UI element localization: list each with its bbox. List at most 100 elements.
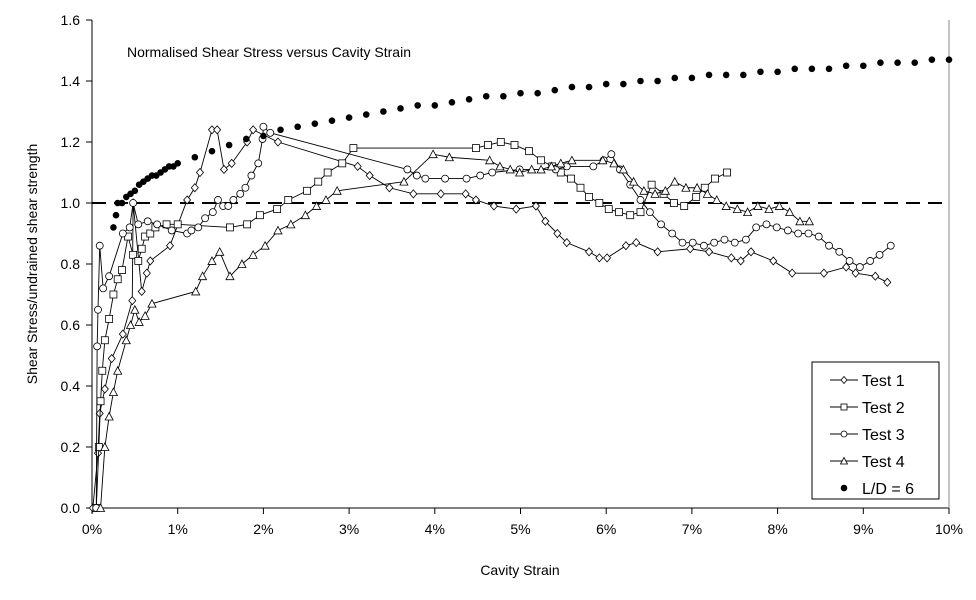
data-point bbox=[525, 147, 533, 156]
legend-item-5: L/D = 6 bbox=[840, 481, 914, 498]
data-point bbox=[871, 271, 880, 281]
data-point bbox=[208, 147, 216, 155]
data-point bbox=[692, 192, 701, 201]
data-point bbox=[277, 126, 284, 134]
data-point bbox=[476, 171, 485, 180]
data-point bbox=[167, 226, 176, 235]
data-point bbox=[311, 120, 319, 127]
data-point bbox=[131, 187, 139, 195]
data-point bbox=[254, 159, 263, 168]
data-point bbox=[241, 183, 250, 192]
data-point bbox=[284, 196, 293, 204]
data-point bbox=[190, 183, 199, 193]
data-point bbox=[753, 201, 763, 210]
data-point bbox=[736, 256, 745, 266]
data-point bbox=[229, 196, 238, 204]
data-point bbox=[108, 387, 119, 397]
data-point bbox=[118, 329, 127, 339]
y-tick-label: 1.4 bbox=[61, 73, 81, 89]
data-point bbox=[568, 83, 576, 91]
data-point bbox=[403, 165, 412, 174]
data-point bbox=[143, 217, 152, 226]
data-point bbox=[191, 153, 199, 161]
data-point bbox=[603, 253, 612, 263]
legend-label: Test 3 bbox=[862, 427, 905, 444]
x-tick-label: 4% bbox=[425, 521, 445, 537]
series-line bbox=[95, 125, 892, 509]
legend-label: Test 4 bbox=[862, 454, 905, 471]
y-tick-label: 1.2 bbox=[61, 134, 81, 150]
data-point bbox=[95, 503, 106, 512]
data-point bbox=[670, 199, 678, 207]
data-point bbox=[835, 247, 844, 256]
data-point bbox=[153, 220, 162, 229]
data-point bbox=[618, 164, 629, 174]
series-5 bbox=[110, 56, 953, 231]
data-point bbox=[207, 256, 217, 265]
data-point bbox=[146, 256, 155, 266]
data-point bbox=[819, 268, 828, 278]
data-point bbox=[699, 241, 708, 250]
data-point bbox=[349, 144, 358, 153]
data-point bbox=[174, 160, 181, 167]
data-point bbox=[125, 223, 134, 232]
data-point bbox=[772, 223, 781, 232]
x-tick-label: 6% bbox=[596, 521, 616, 537]
data-point bbox=[140, 311, 150, 320]
data-point bbox=[266, 128, 275, 137]
data-point bbox=[825, 241, 833, 250]
data-point bbox=[227, 158, 236, 168]
data-point bbox=[526, 164, 537, 174]
data-point bbox=[195, 167, 205, 178]
legend-marker bbox=[840, 375, 848, 385]
data-point bbox=[585, 247, 594, 257]
data-point bbox=[113, 275, 122, 284]
data-point bbox=[208, 208, 217, 217]
data-point bbox=[621, 241, 630, 251]
y-tick-label: 0.6 bbox=[61, 317, 81, 333]
data-point bbox=[877, 59, 884, 66]
data-point bbox=[875, 250, 884, 259]
data-point bbox=[100, 384, 109, 394]
data-point bbox=[314, 177, 323, 186]
data-point bbox=[247, 171, 256, 180]
data-point bbox=[711, 174, 719, 183]
data-point bbox=[647, 180, 656, 189]
data-point bbox=[495, 161, 505, 171]
data-point bbox=[567, 174, 575, 183]
data-point bbox=[273, 205, 282, 214]
data-point bbox=[541, 216, 550, 226]
data-point bbox=[225, 141, 233, 149]
data-point bbox=[769, 256, 778, 266]
data-point bbox=[142, 268, 151, 278]
data-point bbox=[788, 268, 797, 278]
data-point bbox=[448, 99, 456, 106]
data-point bbox=[105, 314, 114, 323]
data-point bbox=[842, 262, 851, 272]
data-point bbox=[783, 226, 792, 235]
x-axis-label: Cavity Strain bbox=[480, 562, 559, 578]
data-point bbox=[323, 168, 332, 177]
data-point bbox=[680, 202, 689, 210]
data-point bbox=[741, 235, 750, 244]
data-point bbox=[194, 223, 203, 232]
data-point bbox=[236, 189, 245, 198]
data-point bbox=[794, 229, 803, 238]
data-point bbox=[338, 159, 347, 168]
data-point bbox=[886, 241, 895, 250]
data-point bbox=[461, 189, 470, 199]
data-point bbox=[465, 96, 473, 103]
data-point bbox=[700, 183, 709, 192]
data-point bbox=[98, 366, 107, 375]
data-point bbox=[553, 228, 562, 239]
legend: Test 1 Test 2 Test 3 Test 4 L/D = 6 bbox=[811, 361, 940, 500]
data-point bbox=[496, 138, 505, 146]
data-point bbox=[431, 102, 439, 109]
data-point bbox=[628, 176, 639, 186]
data-point bbox=[791, 65, 799, 73]
data-point bbox=[472, 144, 480, 153]
data-point bbox=[215, 246, 225, 256]
series-4 bbox=[95, 149, 814, 512]
data-point bbox=[489, 201, 498, 211]
